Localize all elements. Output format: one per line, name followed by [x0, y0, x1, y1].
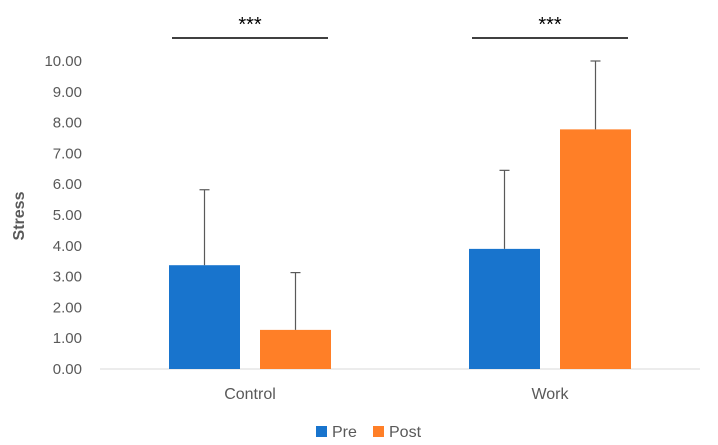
bar-pre-control [169, 265, 240, 369]
y-axis-label: Stress [11, 191, 28, 240]
y-tick-label: 8.00 [53, 115, 82, 132]
legend-swatch-post [373, 426, 384, 437]
legend-label-pre: Pre [332, 424, 357, 441]
y-tick-label: 9.00 [53, 84, 82, 101]
y-tick-label: 0.00 [53, 361, 82, 378]
bar-post-work [560, 129, 631, 369]
y-tick-label: 3.00 [53, 269, 82, 286]
y-tick-label: 7.00 [53, 145, 82, 162]
bar-pre-work [469, 248, 540, 369]
bar-post-control [260, 329, 331, 369]
y-tick-label: 4.00 [53, 238, 82, 255]
y-tick-label: 1.00 [53, 330, 82, 347]
y-tick-label: 10.00 [44, 53, 82, 70]
legend: Pre Post [316, 424, 422, 441]
legend-label-post: Post [389, 424, 422, 441]
y-tick-label: 2.00 [53, 299, 82, 316]
significance-label: *** [238, 14, 262, 36]
y-tick-label: 5.00 [53, 207, 82, 224]
legend-swatch-pre [316, 426, 327, 437]
significance-label: *** [538, 14, 562, 36]
x-tick-label: Control [224, 386, 276, 403]
plot-area: Control Work *** *** [100, 14, 700, 403]
y-tick-label: 6.00 [53, 176, 82, 193]
y-axis: 0.00 1.00 2.00 3.00 4.00 5.00 6.00 7.00 8.00 9.00… [44, 53, 82, 378]
x-tick-label: Work [531, 386, 569, 403]
